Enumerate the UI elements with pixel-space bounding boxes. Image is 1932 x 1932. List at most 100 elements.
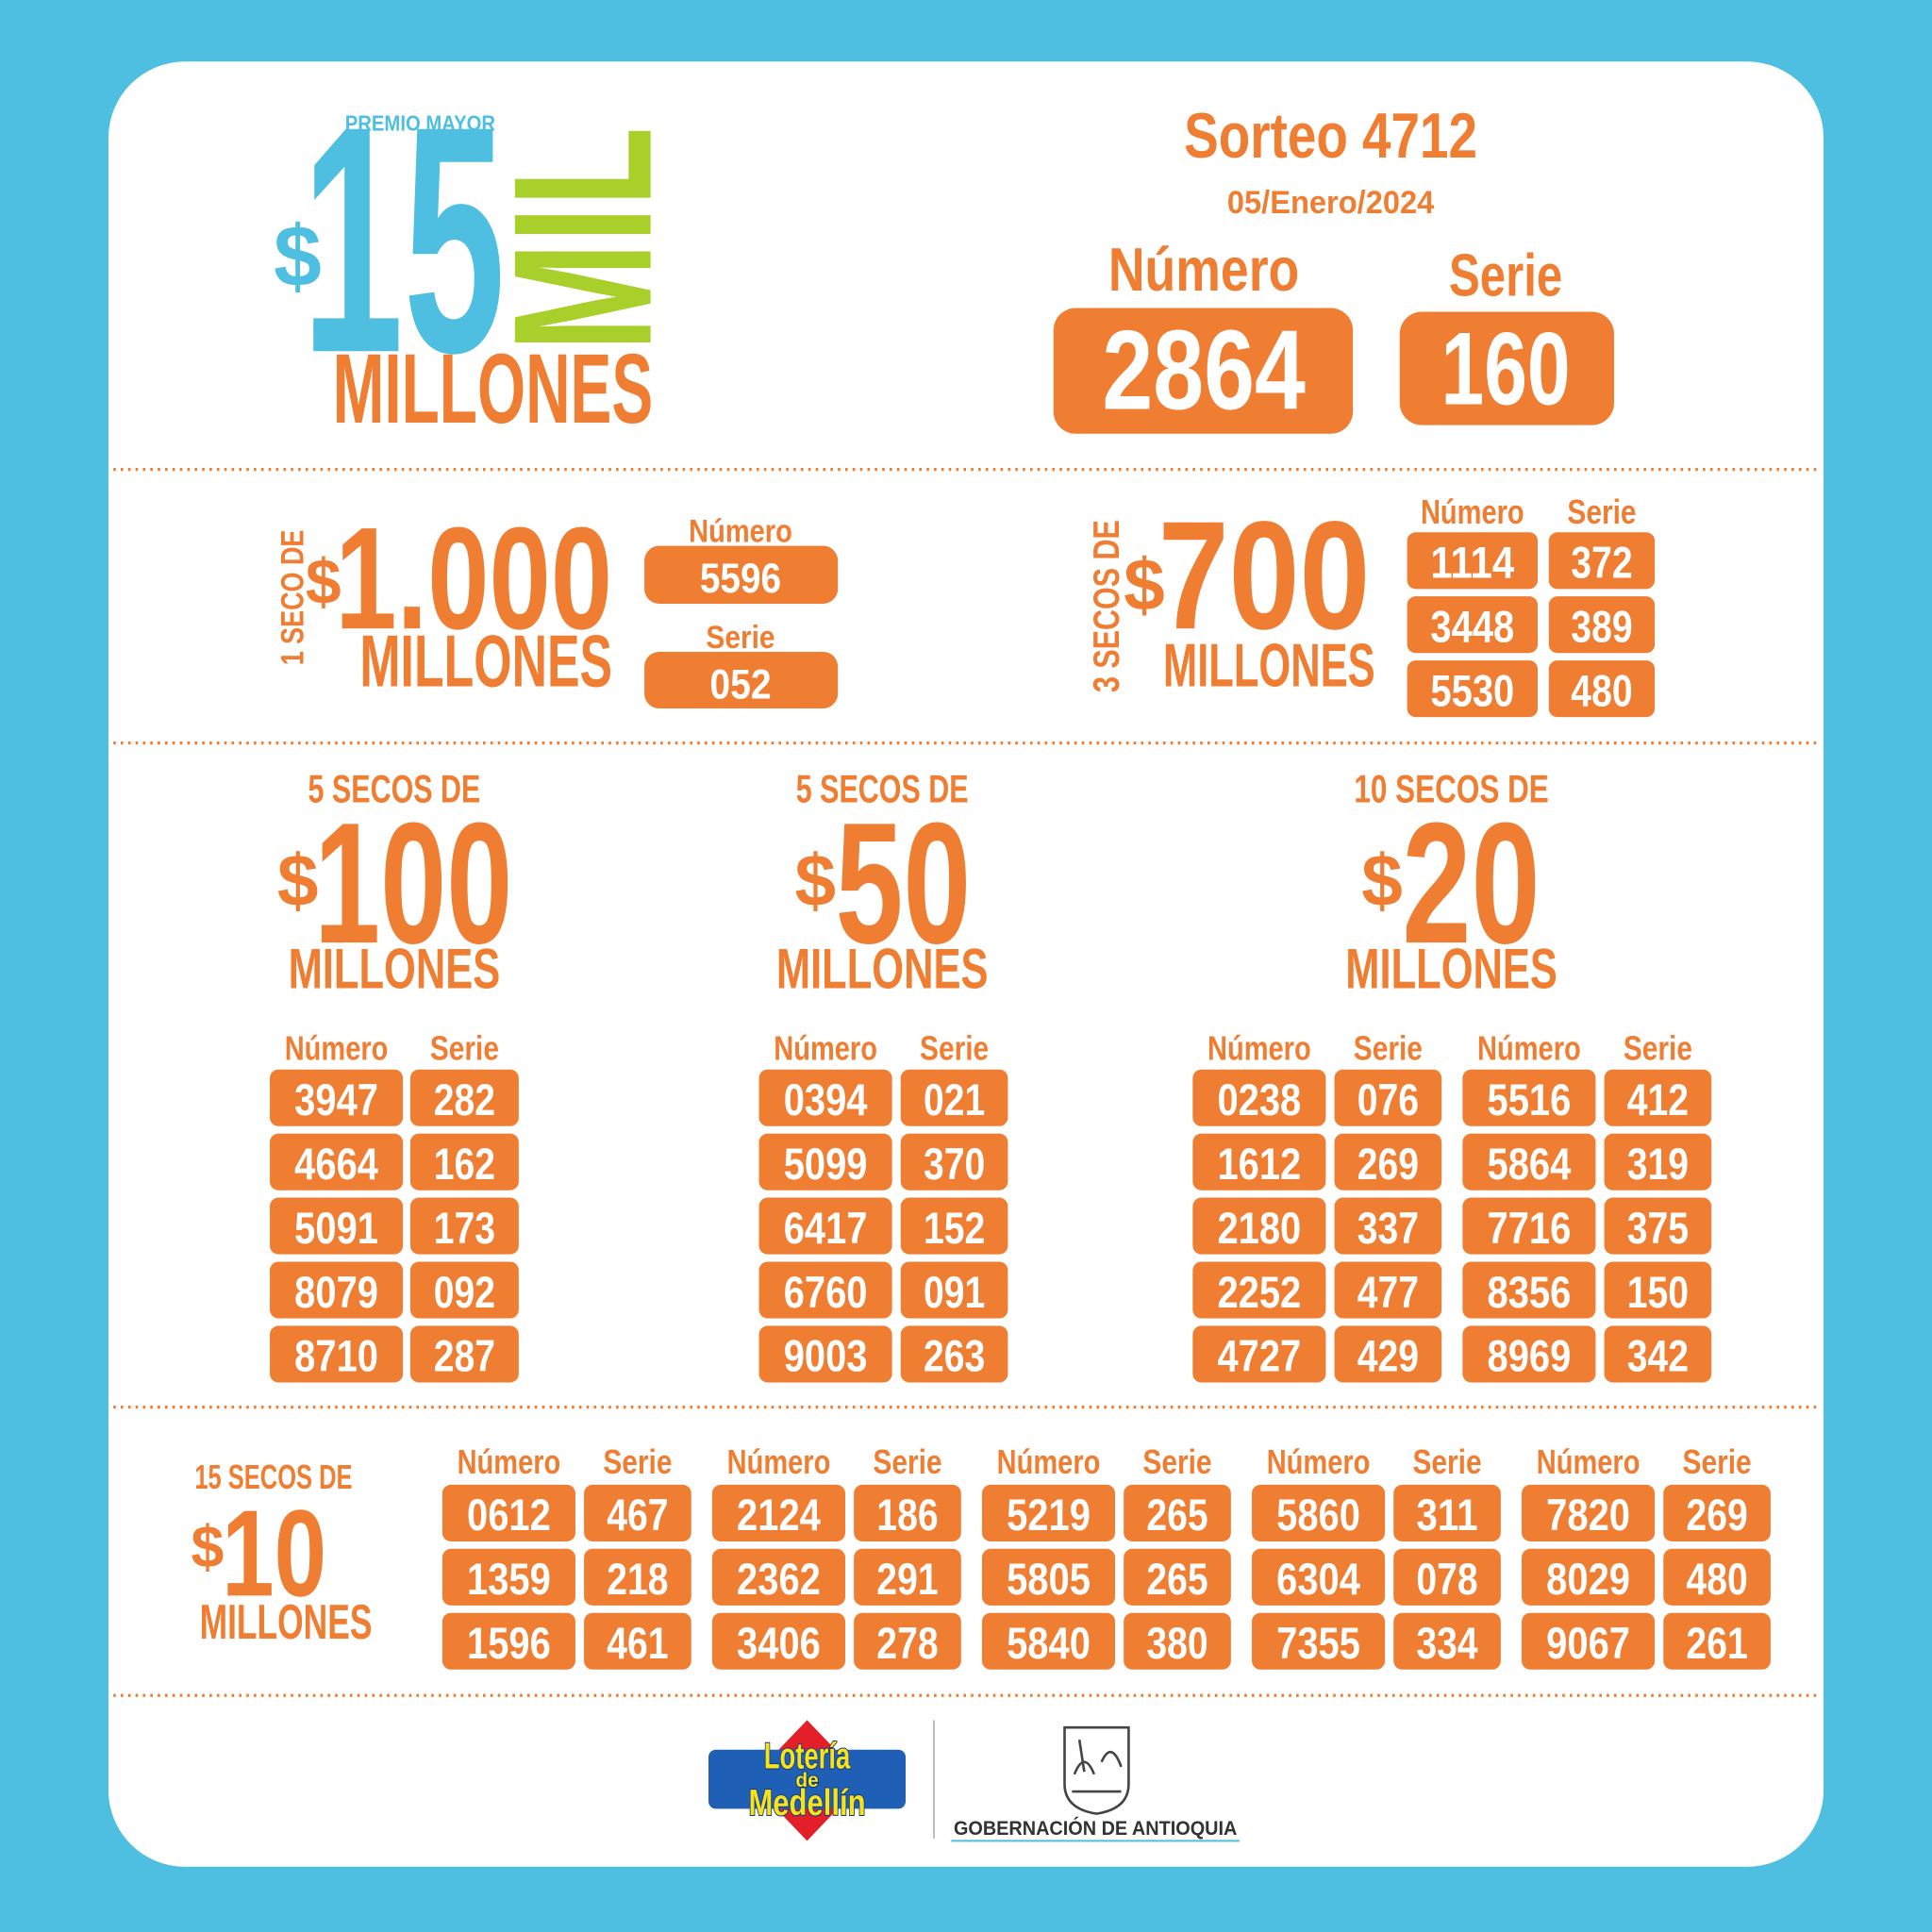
prize-unit: MILLONES <box>359 620 612 703</box>
prize-unit: MILLONES <box>200 1595 373 1650</box>
value-box <box>409 1261 519 1319</box>
serie-value: 162 <box>434 1139 495 1189</box>
value-box <box>270 1197 404 1255</box>
numero-value: 6760 <box>784 1267 868 1317</box>
value-box <box>1334 1325 1442 1383</box>
serie-value: 150 <box>1627 1267 1689 1317</box>
gobernacion-text: GOBERNACIÓN DE ANTIOQUIA <box>954 1817 1237 1840</box>
value-box <box>441 1484 575 1541</box>
premio-label: PREMIO MAYOR <box>345 110 495 135</box>
value-box <box>270 1069 404 1126</box>
header-serie: Serie <box>920 1028 989 1067</box>
prize-amount: 100 <box>314 786 512 979</box>
value-box <box>1192 1069 1326 1126</box>
value-box <box>1604 1197 1712 1255</box>
serie-value: 412 <box>1627 1074 1689 1124</box>
premio-millones: MILLONES <box>333 334 654 444</box>
value-box <box>644 545 839 604</box>
value-box <box>1407 660 1539 718</box>
logo-text: Lotería <box>764 1736 851 1776</box>
header-serie: Serie <box>873 1442 941 1481</box>
header-numero: Número <box>689 514 792 550</box>
numero-value: 2252 <box>1217 1267 1301 1317</box>
numero-value: 1612 <box>1217 1139 1301 1189</box>
serie-value: 319 <box>1627 1139 1689 1189</box>
header-serie: Serie <box>1142 1442 1211 1481</box>
header-numero: Número <box>1477 1028 1581 1067</box>
value-box <box>1548 596 1656 654</box>
prize-unit: MILLONES <box>1163 631 1375 700</box>
value-box <box>1548 532 1656 590</box>
value-box <box>409 1133 519 1191</box>
serie-value: 372 <box>1571 538 1632 588</box>
value-box <box>981 1612 1116 1670</box>
numero-value: 9067 <box>1546 1618 1630 1668</box>
prize-unit: MILLONES <box>1345 938 1557 1001</box>
value-box <box>584 1484 691 1541</box>
serie-value: 480 <box>1686 1554 1747 1604</box>
value-box <box>1334 1261 1442 1319</box>
value-box <box>1124 1548 1231 1606</box>
value-box <box>1192 1261 1326 1319</box>
value-box <box>1522 1548 1656 1606</box>
header-serie: Serie <box>1412 1442 1481 1481</box>
emblem-shield <box>1063 1725 1130 1815</box>
prize-currency: $ <box>1124 543 1165 626</box>
prize-count: 1 SECO DE <box>275 530 310 666</box>
value-box <box>1462 1325 1596 1383</box>
serie-value: 291 <box>876 1554 938 1604</box>
serie-value: 265 <box>1146 1554 1208 1604</box>
value-box <box>270 1261 404 1319</box>
numero-value: 8356 <box>1487 1267 1571 1317</box>
prize-count: 5 SECOS DE <box>796 766 969 810</box>
header-numero: Número <box>1267 1442 1371 1481</box>
numero-value: 5219 <box>1007 1490 1091 1540</box>
value-box <box>584 1612 691 1670</box>
prize-unit: MILLONES <box>776 938 989 1001</box>
value-box <box>758 1261 892 1319</box>
prize-count: 10 SECOS DE <box>1354 766 1548 810</box>
serie-value: 091 <box>924 1267 985 1317</box>
numero-value: 4664 <box>294 1139 378 1189</box>
logo-text: Medellín <box>748 1783 865 1824</box>
header-numero: Número <box>1421 492 1524 531</box>
numero-value: 6304 <box>1276 1554 1360 1604</box>
value-box <box>711 1484 845 1541</box>
value-box <box>1462 1069 1596 1126</box>
serie-value: 389 <box>1571 601 1632 651</box>
value-box <box>1604 1261 1712 1319</box>
value-box <box>1407 532 1539 590</box>
value-box <box>409 1069 519 1126</box>
serie-value: 092 <box>434 1267 495 1317</box>
numero-value: 2180 <box>1217 1203 1301 1253</box>
value-box <box>1393 1612 1501 1670</box>
value-box <box>270 1133 404 1191</box>
numero-value: 5805 <box>1007 1554 1091 1604</box>
value-box <box>1393 1548 1501 1606</box>
value-box <box>900 1069 1008 1126</box>
value-box <box>1252 1612 1386 1670</box>
serie-value: 076 <box>1357 1074 1419 1124</box>
value-box <box>1124 1612 1231 1670</box>
premio-amount: 15 <box>302 58 506 420</box>
value-box <box>441 1612 575 1670</box>
value-box <box>758 1197 892 1255</box>
logo-text: de <box>795 1770 818 1791</box>
value-box <box>1399 311 1615 425</box>
header-serie: Serie <box>706 620 774 656</box>
numero-value: 8969 <box>1487 1331 1571 1381</box>
numero-value: 7820 <box>1546 1490 1630 1540</box>
value-box <box>1192 1133 1326 1191</box>
prize-amount: 20 <box>1402 786 1540 979</box>
numero-value: 7355 <box>1276 1618 1360 1668</box>
serie-value: 218 <box>607 1554 668 1604</box>
value-box <box>441 1548 575 1606</box>
numero-value: 1359 <box>467 1554 551 1604</box>
emblem-detail <box>1072 1740 1123 1793</box>
value-box <box>1663 1484 1771 1541</box>
numero-value: 2864 <box>1102 308 1306 434</box>
numero-value: 5840 <box>1007 1618 1091 1668</box>
serie-value: 334 <box>1416 1618 1477 1668</box>
header-numero: Número <box>727 1442 831 1481</box>
